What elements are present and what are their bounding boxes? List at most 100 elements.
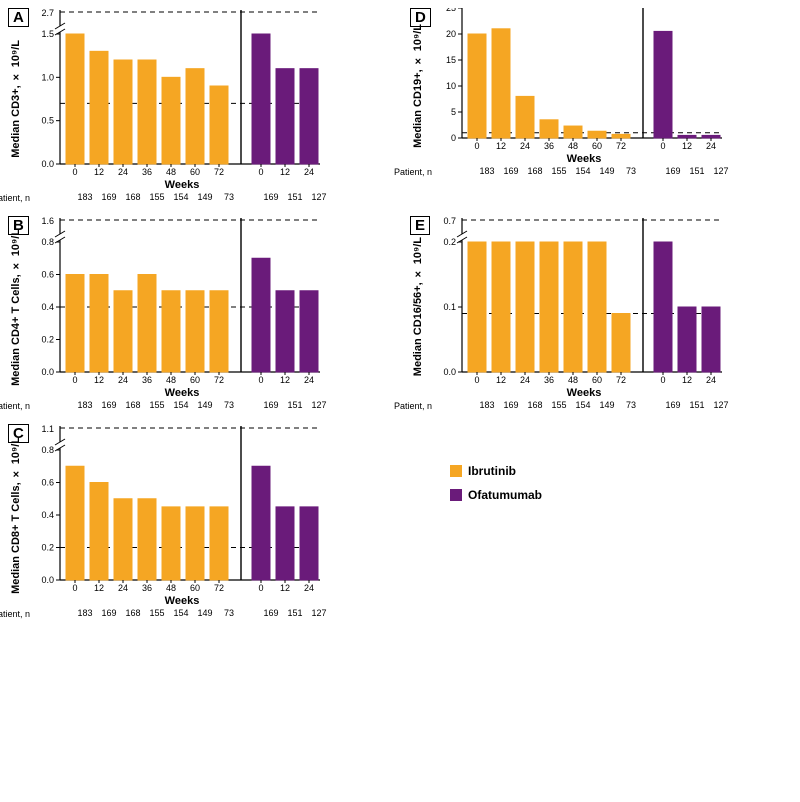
svg-text:Weeks: Weeks (165, 595, 200, 606)
svg-text:72: 72 (214, 583, 224, 593)
svg-text:0: 0 (661, 375, 666, 385)
patient-values: 18316916815515414973169151127 (34, 400, 334, 412)
legend-item-ofatumumab: Ofatumumab (450, 488, 792, 502)
svg-text:1.5: 1.5 (42, 29, 55, 39)
patient-count: 169 (661, 166, 685, 176)
y-axis-label: Median CD8+ T Cells, × 10⁹/L (8, 437, 24, 594)
svg-text:2.7: 2.7 (42, 8, 55, 18)
svg-text:12: 12 (280, 375, 290, 385)
patient-values: 18316916815515414973169151127 (436, 400, 736, 412)
patient-count: 127 (307, 608, 331, 618)
svg-text:12: 12 (94, 375, 104, 385)
svg-text:12: 12 (496, 375, 506, 385)
svg-text:Weeks: Weeks (165, 387, 200, 398)
svg-text:12: 12 (94, 583, 104, 593)
patient-label: Patient, n (382, 167, 436, 177)
svg-text:72: 72 (214, 167, 224, 177)
patient-count: 183 (73, 192, 97, 202)
patient-count: 169 (661, 400, 685, 410)
svg-text:24: 24 (118, 167, 128, 177)
svg-text:0.8: 0.8 (42, 237, 55, 247)
legend-label: Ibrutinib (468, 464, 516, 478)
patient-count: 151 (283, 608, 307, 618)
svg-text:36: 36 (142, 375, 152, 385)
svg-text:0.7: 0.7 (444, 216, 457, 226)
svg-text:0.5: 0.5 (42, 116, 55, 126)
patient-count: 127 (709, 400, 733, 410)
svg-text:0.4: 0.4 (42, 302, 55, 312)
patient-count: 155 (145, 608, 169, 618)
panel-e: EMedian CD16/56+, × 10⁹/L0.00.10.20.7012… (410, 216, 792, 412)
panel-c: CMedian CD8+ T Cells, × 10⁹/L0.00.20.40.… (8, 424, 390, 620)
plot-wrap: Median CD19+, × 10⁹/L0510152025012243648… (410, 8, 792, 164)
patient-count: 154 (169, 608, 193, 618)
svg-text:48: 48 (166, 583, 176, 593)
svg-text:0.4: 0.4 (42, 510, 55, 520)
patient-label: Patient, n (0, 609, 34, 619)
svg-text:Weeks: Weeks (567, 153, 602, 164)
chart-svg: 0510152025012243648607201224Weeks (426, 8, 726, 164)
chart-svg: 0.00.10.20.7012243648607201224Weeks (426, 216, 726, 398)
svg-text:0: 0 (475, 141, 480, 151)
patient-count: 155 (145, 400, 169, 410)
svg-text:24: 24 (520, 375, 530, 385)
svg-text:Weeks: Weeks (165, 179, 200, 190)
svg-text:24: 24 (706, 141, 716, 151)
svg-text:60: 60 (190, 375, 200, 385)
svg-text:0.6: 0.6 (42, 270, 55, 280)
svg-text:36: 36 (544, 141, 554, 151)
legend: Ibrutinib Ofatumumab (410, 424, 792, 620)
patient-count: 168 (121, 608, 145, 618)
patient-count: 149 (595, 400, 619, 410)
patient-count-row: Patient, n18316916815515414973169151127 (0, 400, 390, 412)
svg-text:24: 24 (304, 583, 314, 593)
svg-text:0.0: 0.0 (42, 367, 55, 377)
patient-count: 154 (571, 400, 595, 410)
patient-count: 154 (169, 400, 193, 410)
svg-text:36: 36 (142, 583, 152, 593)
panel-b: BMedian CD4+ T Cells, × 10⁹/L0.00.20.40.… (8, 216, 390, 412)
patient-count: 183 (475, 166, 499, 176)
patient-count: 183 (73, 400, 97, 410)
patient-count: 151 (685, 166, 709, 176)
patient-count: 155 (547, 166, 571, 176)
svg-text:0.6: 0.6 (42, 478, 55, 488)
svg-text:0.2: 0.2 (42, 543, 55, 553)
svg-text:60: 60 (190, 583, 200, 593)
y-axis-label: Median CD4+ T Cells, × 10⁹/L (8, 229, 24, 386)
y-axis-label: Median CD19+, × 10⁹/L (410, 24, 426, 148)
svg-text:0: 0 (73, 167, 78, 177)
svg-text:48: 48 (568, 141, 578, 151)
svg-text:1.6: 1.6 (42, 216, 55, 226)
plot-wrap: Median CD8+ T Cells, × 10⁹/L0.00.20.40.6… (8, 424, 390, 606)
patient-count: 149 (595, 166, 619, 176)
patient-count: 127 (709, 166, 733, 176)
patient-count: 73 (619, 400, 643, 410)
svg-text:12: 12 (280, 583, 290, 593)
patient-count: 151 (283, 400, 307, 410)
svg-text:60: 60 (592, 141, 602, 151)
patient-count: 169 (97, 608, 121, 618)
svg-text:12: 12 (682, 141, 692, 151)
patient-count: 155 (145, 192, 169, 202)
svg-text:Weeks: Weeks (567, 387, 602, 398)
y-axis-label: Median CD3+, × 10⁹/L (8, 40, 24, 158)
svg-text:10: 10 (446, 81, 456, 91)
patient-count: 169 (97, 400, 121, 410)
legend-label: Ofatumumab (468, 488, 542, 502)
svg-text:24: 24 (118, 583, 128, 593)
patient-count: 168 (523, 166, 547, 176)
patient-count: 154 (571, 166, 595, 176)
legend-item-ibrutinib: Ibrutinib (450, 464, 792, 478)
svg-text:24: 24 (304, 375, 314, 385)
patient-count: 169 (259, 400, 283, 410)
patient-count: 73 (619, 166, 643, 176)
patient-count: 154 (169, 192, 193, 202)
panel-d: DMedian CD19+, × 10⁹/L051015202501224364… (410, 8, 792, 204)
patient-count: 183 (73, 608, 97, 618)
patient-count: 127 (307, 192, 331, 202)
svg-text:24: 24 (118, 375, 128, 385)
svg-text:1.0: 1.0 (42, 72, 55, 82)
svg-text:0.1: 0.1 (444, 302, 457, 312)
panel-a: AMedian CD3+, × 10⁹/L0.00.51.01.52.70122… (8, 8, 390, 204)
